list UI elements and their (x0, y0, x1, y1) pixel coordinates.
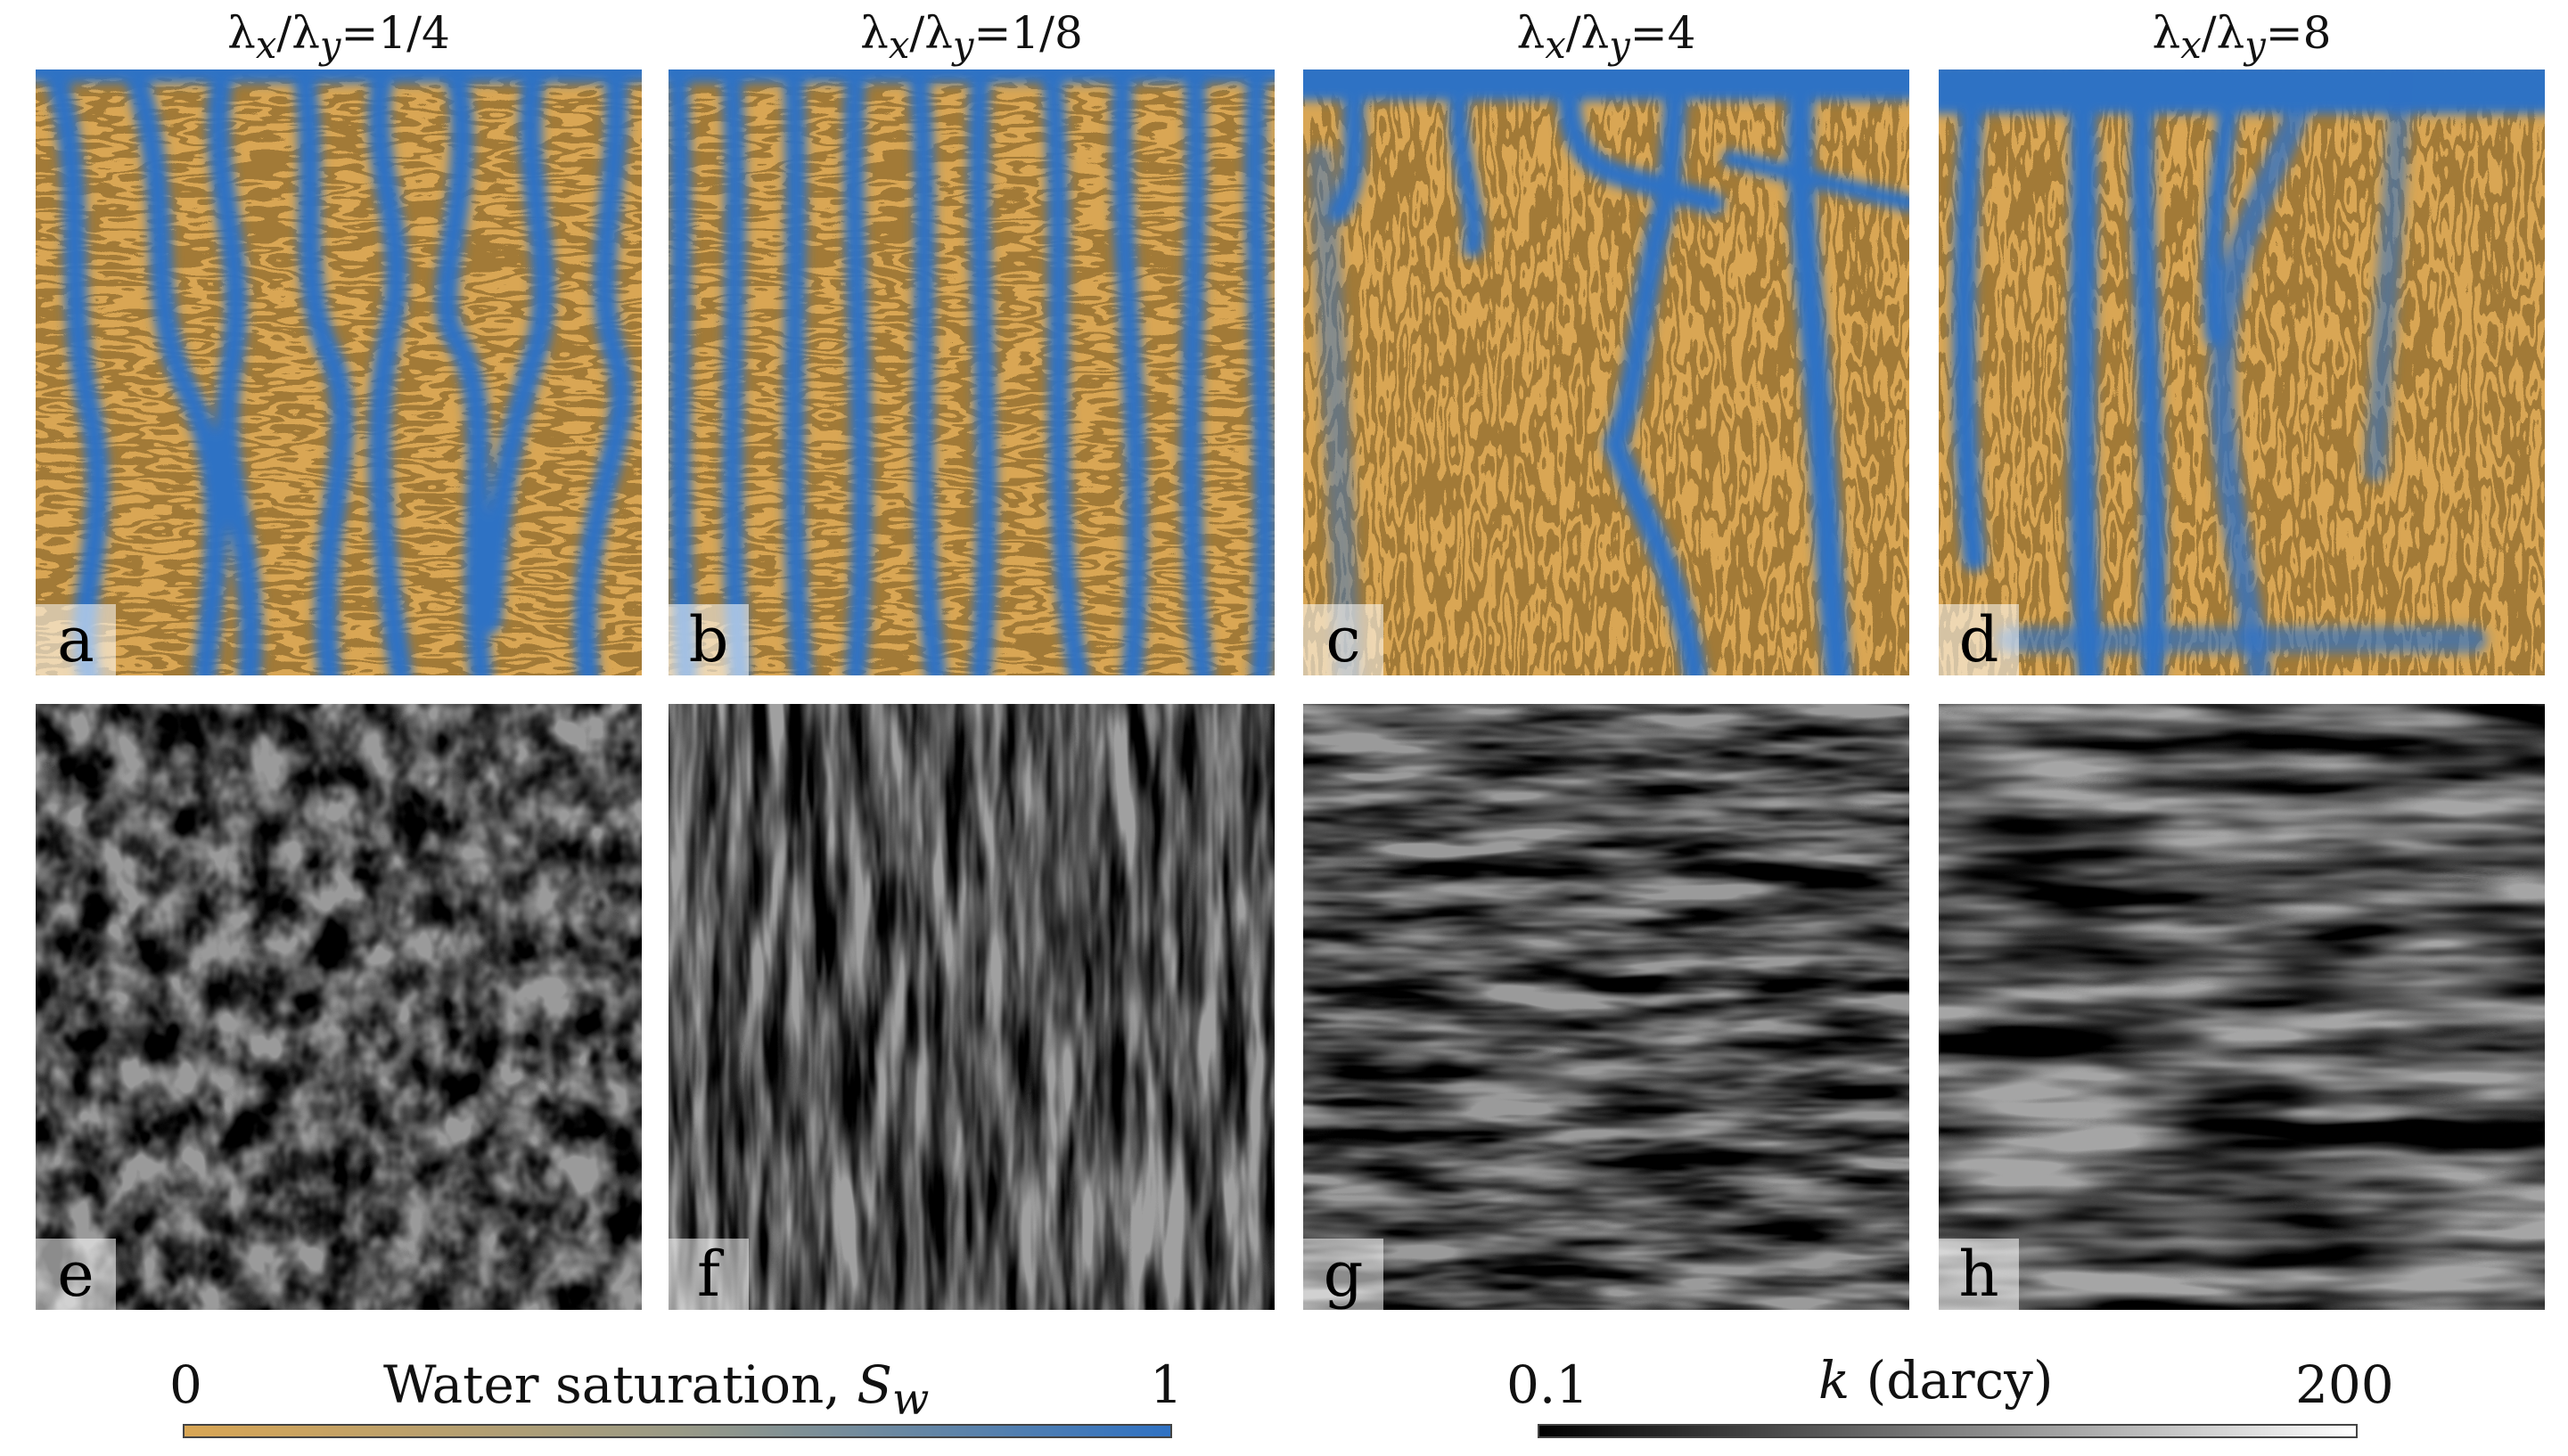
panel-b-saturation: b (669, 70, 1275, 675)
water-colorbar-label: Water saturation, Sw (383, 1354, 930, 1425)
panel-label-c: c (1303, 604, 1383, 675)
water-colorbar-min: 0 (169, 1354, 202, 1415)
water-colorbar-max: 1 (1150, 1354, 1183, 1415)
panel-label-f: f (669, 1239, 749, 1310)
perm-colorbar-min: 0.1 (1506, 1354, 1589, 1415)
panel-g-permeability: g (1303, 704, 1909, 1310)
panel-label-h: h (1939, 1239, 2019, 1310)
perm-colorbar-max: 200 (2295, 1354, 2394, 1415)
column-title-4: λx/λy=8 (2152, 7, 2332, 67)
perm-colorbar-gradient (1538, 1424, 2358, 1438)
column-title-1: λx/λy=1/4 (227, 7, 450, 67)
column-title-3: λx/λy=4 (1516, 7, 1696, 67)
panel-label-d: d (1939, 604, 2019, 675)
panel-label-e: e (36, 1239, 116, 1310)
panel-a-saturation: a (36, 70, 642, 675)
column-title-2: λx/λy=1/8 (860, 7, 1083, 67)
panel-d-saturation: d (1939, 70, 2545, 675)
panel-h-permeability: h (1939, 704, 2545, 1310)
water-colorbar-gradient (183, 1424, 1172, 1438)
panel-label-b: b (669, 604, 749, 675)
panel-label-a: a (36, 604, 116, 675)
panel-label-g: g (1303, 1239, 1383, 1310)
panel-f-permeability: f (669, 704, 1275, 1310)
perm-colorbar-label: k (darcy) (1818, 1350, 2054, 1411)
panel-c-saturation: c (1303, 70, 1909, 675)
panel-e-permeability: e (36, 704, 642, 1310)
